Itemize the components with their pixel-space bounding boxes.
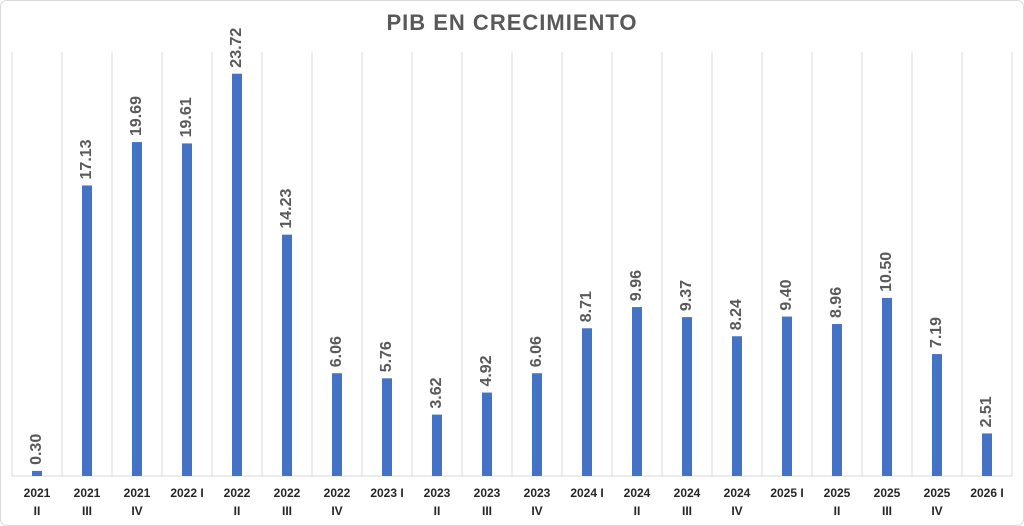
x-tick-label: 2021 — [124, 486, 151, 500]
x-tick-label: II — [434, 504, 441, 518]
x-tick-label: 2023 — [474, 486, 501, 500]
data-label: 6.06 — [528, 336, 545, 367]
x-tick-label: 2025 — [924, 486, 951, 500]
x-tick-label: 2023 — [424, 486, 451, 500]
x-tick-label: 2025 — [874, 486, 901, 500]
bar — [682, 317, 692, 476]
data-label: 19.61 — [178, 97, 195, 137]
bar — [332, 373, 342, 476]
bar — [982, 433, 992, 476]
x-tick-label: II — [634, 504, 641, 518]
data-label: 9.37 — [678, 280, 695, 311]
x-tick-label: III — [82, 504, 92, 518]
bar — [382, 378, 392, 476]
bar — [632, 307, 642, 476]
data-label: 8.96 — [828, 287, 845, 318]
data-label: 19.69 — [128, 96, 145, 136]
data-label: 3.62 — [428, 377, 445, 408]
bar — [932, 354, 942, 476]
x-tick-label: 2026 I — [970, 486, 1003, 500]
x-tick-label: 2022 — [274, 486, 301, 500]
x-tick-label: II — [34, 504, 41, 518]
x-tick-label: III — [482, 504, 492, 518]
data-label: 8.71 — [578, 291, 595, 322]
x-tick-label: 2022 — [224, 486, 251, 500]
data-label: 10.50 — [878, 252, 895, 292]
x-tick-label: 2022 I — [170, 486, 203, 500]
x-tick-label: IV — [531, 504, 542, 518]
x-tick-label: 2023 — [524, 486, 551, 500]
bar — [282, 234, 292, 476]
data-label: 6.06 — [328, 336, 345, 367]
x-tick-label: 2022 — [324, 486, 351, 500]
x-tick-label: 2024 — [724, 486, 751, 500]
bar — [182, 143, 192, 476]
x-tick-label: 2021 — [24, 486, 51, 500]
bar — [832, 324, 842, 476]
x-tick-label: 2024 — [624, 486, 651, 500]
bar — [532, 373, 542, 476]
x-tick-label: 2025 — [824, 486, 851, 500]
x-tick-label: II — [234, 504, 241, 518]
bar — [132, 142, 142, 476]
bar — [482, 392, 492, 476]
data-label: 9.40 — [778, 279, 795, 310]
x-tick-label: 2021 — [74, 486, 101, 500]
x-tick-label: 2025 I — [770, 486, 803, 500]
bar — [232, 73, 242, 476]
x-tick-label: IV — [331, 504, 342, 518]
data-label: 14.23 — [278, 189, 295, 229]
bar — [782, 316, 792, 476]
data-label: 4.92 — [478, 355, 495, 386]
data-label: 8.24 — [728, 299, 745, 330]
x-tick-label: III — [682, 504, 692, 518]
bar — [882, 297, 892, 476]
bar — [732, 336, 742, 476]
data-label: 9.96 — [628, 270, 645, 301]
x-tick-label: IV — [131, 504, 142, 518]
x-tick-label: IV — [731, 504, 742, 518]
x-tick-label: 2023 I — [370, 486, 403, 500]
x-tick-label: 2024 I — [570, 486, 603, 500]
data-label: 17.13 — [78, 139, 95, 179]
x-tick-label: III — [882, 504, 892, 518]
data-label: 7.19 — [928, 317, 945, 348]
x-tick-label: II — [834, 504, 841, 518]
data-label: 23.72 — [228, 28, 245, 68]
x-tick-label: III — [282, 504, 292, 518]
bar — [582, 328, 592, 476]
x-tick-label: IV — [931, 504, 942, 518]
data-label: 2.51 — [978, 396, 995, 427]
data-label: 5.76 — [378, 341, 395, 372]
bar — [32, 470, 42, 476]
data-label: 0.30 — [28, 434, 45, 465]
chart-title: PIB EN CRECIMIENTO — [386, 10, 637, 35]
x-tick-label: 2024 — [674, 486, 701, 500]
bar — [82, 185, 92, 476]
bar — [432, 414, 442, 476]
